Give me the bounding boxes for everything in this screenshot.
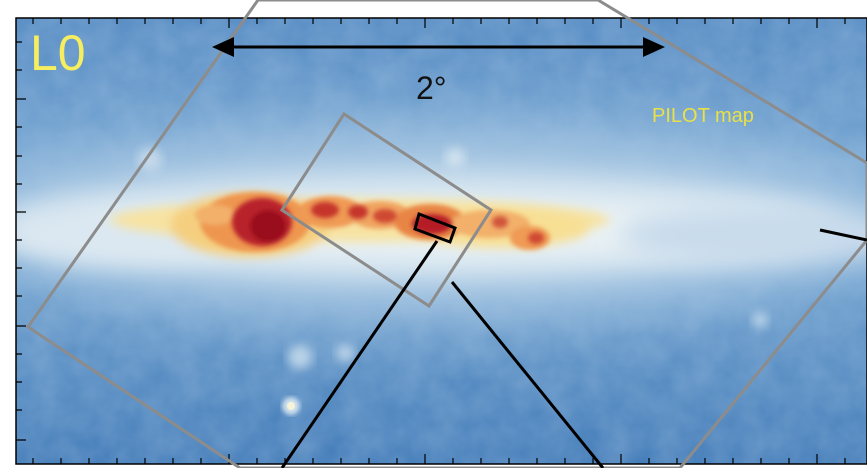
zoom-region-outline (279, 111, 494, 309)
ridge-dense-cores (232, 198, 544, 246)
scale-bar-label: 2° (416, 70, 447, 106)
compact-sources (138, 148, 768, 415)
footprint-label: PILOT map (652, 105, 754, 127)
scale-bar (212, 37, 665, 57)
plot-frame (15, 17, 867, 465)
panel-label: L0 (30, 25, 86, 81)
target-box (413, 211, 457, 244)
zoom-connector-lines (280, 228, 867, 468)
